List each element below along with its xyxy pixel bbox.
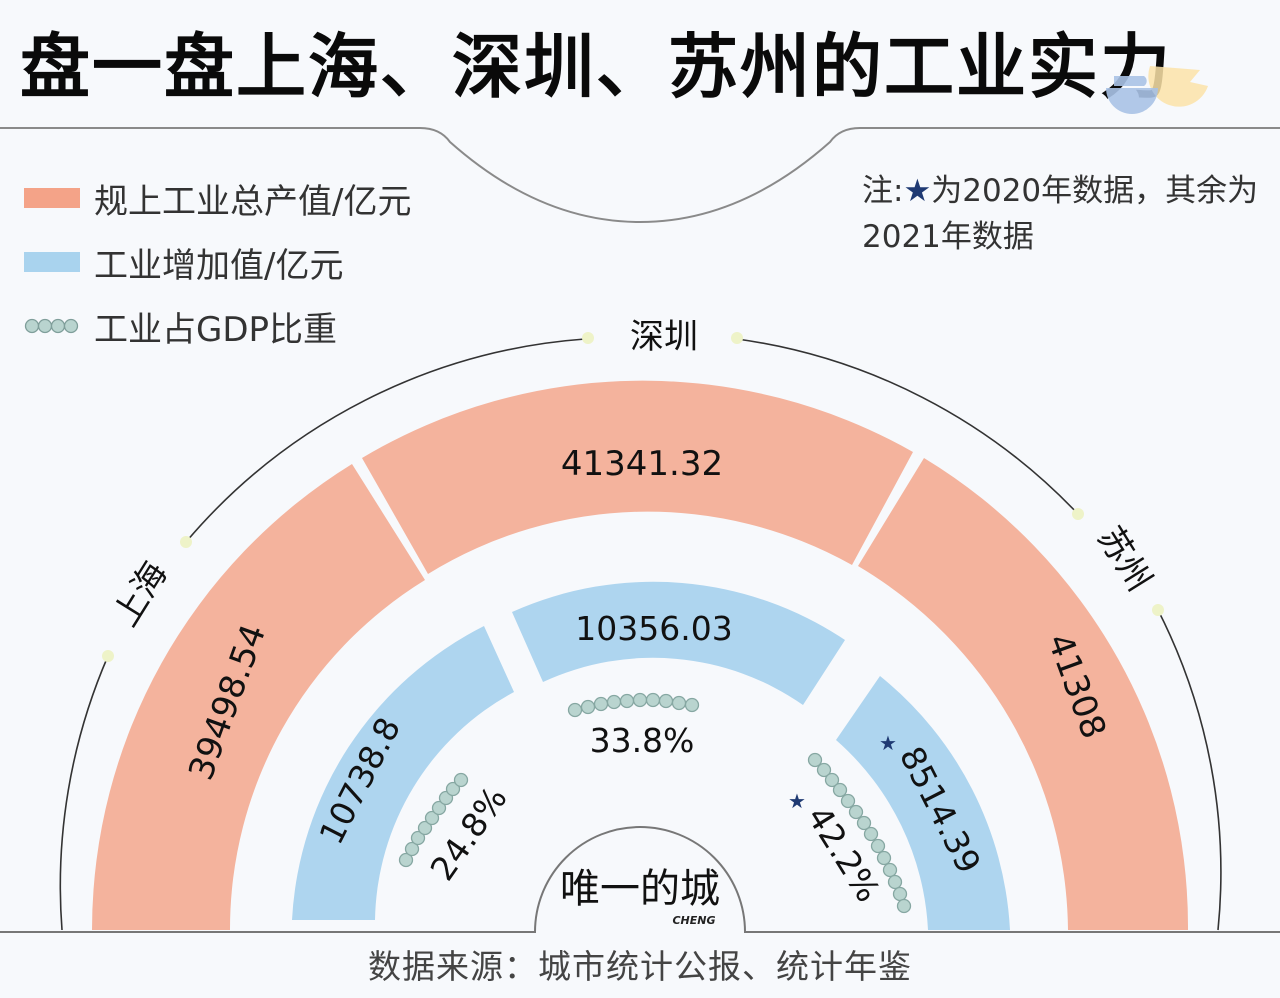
output-bar-shenzhen[interactable] xyxy=(362,380,913,574)
beads-icon xyxy=(24,318,79,334)
page-title: 盘一盘上海、深圳、苏州的工业实力 xyxy=(20,26,1172,108)
note-text: 为2020年数据，其余为2021年数据 xyxy=(862,173,1259,255)
beads-shanghai xyxy=(398,772,469,868)
value-added-star-suzhou: ★ xyxy=(879,731,897,755)
legend: 规上工业总产值/亿元 工业增加值/亿元 工业占GDP比重 xyxy=(24,166,411,358)
legend-label: 工业占GDP比重 xyxy=(94,309,338,350)
output-bar-shanghai[interactable] xyxy=(92,464,425,930)
output-swatch xyxy=(24,188,80,208)
legend-label: 工业增加值/亿元 xyxy=(94,245,344,286)
value-added-ring xyxy=(292,581,1010,930)
city-label-shanghai: 上海 xyxy=(106,555,176,634)
legend-item-value-added: 工业增加值/亿元 xyxy=(24,230,411,294)
gdp-share-shanghai: 24.8% xyxy=(423,779,515,887)
center-label-cn: 唯一的城 xyxy=(560,866,720,912)
baseline xyxy=(0,826,1280,933)
beads-shenzhen xyxy=(567,692,700,718)
legend-item-gdp-share: 工业占GDP比重 xyxy=(24,294,411,358)
output-bar-suzhou[interactable] xyxy=(858,458,1189,930)
center-label-en: CHENG xyxy=(672,914,715,927)
star-icon: ★ xyxy=(903,173,932,209)
output-value-shenzhen: 41341.32 xyxy=(561,444,723,484)
value-added-bar-shenzhen[interactable] xyxy=(512,581,845,705)
beads-suzhou xyxy=(807,752,912,914)
note-prefix: 注: xyxy=(862,173,904,209)
legend-label: 规上工业总产值/亿元 xyxy=(94,181,412,222)
legend-item-output: 规上工业总产值/亿元 xyxy=(24,166,411,230)
value-added-bar-suzhou[interactable] xyxy=(836,676,1010,930)
data-source: 数据来源：城市统计公报、统计年鉴 xyxy=(368,947,912,986)
gdp-share-star-suzhou: ★ xyxy=(788,789,806,813)
value-added-swatch xyxy=(24,252,80,272)
guide-dots xyxy=(102,332,1164,662)
gdp-share-suzhou: 42.2% xyxy=(799,799,888,909)
outer-guide-arc xyxy=(59,338,1222,931)
decorative-blobs-icon xyxy=(1106,66,1208,114)
data-note: 注:★为2020年数据，其余为2021年数据 xyxy=(862,168,1272,260)
value-added-bar-shanghai[interactable] xyxy=(292,626,514,920)
value-added-value-shenzhen: 10356.03 xyxy=(575,609,732,648)
city-label-shenzhen: 深圳 xyxy=(630,317,698,357)
gdp-share-shenzhen: 33.8% xyxy=(590,721,695,760)
header-divider xyxy=(0,127,1280,224)
output-ring xyxy=(92,380,1189,930)
city-label-suzhou: 苏州 xyxy=(1089,520,1159,599)
